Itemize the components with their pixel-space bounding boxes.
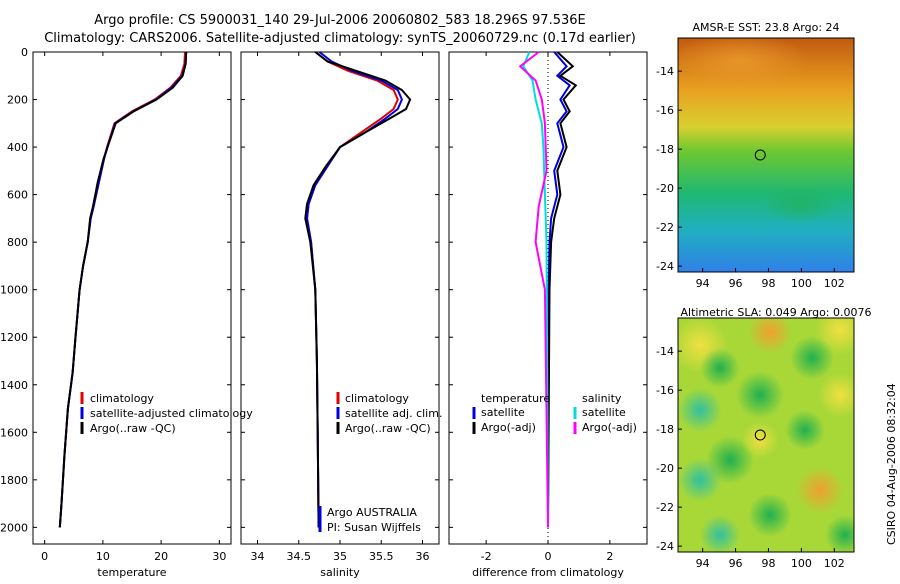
y-tick-label: 1000 (0, 284, 28, 297)
series-line (547, 51, 578, 528)
annotation-pi: PI: Susan Wijffels (327, 521, 421, 534)
y-tick-label: -14 (656, 65, 674, 78)
y-tick-label: -18 (656, 143, 674, 156)
x-axis-label: difference from climatology (472, 566, 624, 579)
y-tick-label: -16 (656, 104, 674, 117)
x-tick-label: -2 (481, 550, 492, 563)
y-tick-label: -20 (656, 182, 674, 195)
y-tick-label: 1600 (0, 426, 28, 439)
salinity-plot-frame (240, 51, 440, 545)
argo-location-marker (754, 429, 766, 441)
x-tick-label: 34 (251, 550, 265, 563)
sst-map (678, 38, 854, 272)
series-line (304, 51, 412, 528)
sst-warm-patch (678, 38, 810, 88)
series-line (58, 51, 186, 528)
legend-heading-temperature: temperature (481, 392, 550, 405)
annotation-argo-australia: Argo AUSTRALIA (327, 506, 417, 519)
temperature-legend: climatology satellite-adjusted climatolo… (80, 392, 253, 435)
argo-location-marker (754, 149, 766, 161)
sla-map-frame (677, 317, 855, 553)
legend-label-climatology: climatology (345, 392, 409, 405)
y-tick-label: 0 (21, 46, 28, 59)
sla-map-axes: 94 96 98 100 102 -14 -16 -18 -20 -22 -24 (656, 345, 845, 570)
series-line (58, 51, 188, 528)
y-tick-label: 1400 (0, 379, 28, 392)
legend-label-temp-satellite: satellite (481, 406, 525, 419)
x-tick-label: 102 (824, 277, 845, 290)
x-tick-label: 98 (761, 277, 775, 290)
difference-legend: temperature satellite Argo(-adj) salinit… (472, 392, 637, 434)
x-tick-label: 100 (791, 277, 812, 290)
series-line (547, 51, 572, 528)
y-tick-label: 600 (7, 189, 28, 202)
y-tick-label: -24 (656, 540, 674, 553)
legend-heading-salinity: salinity (582, 392, 622, 405)
temperature-plot-frame (32, 51, 232, 545)
y-tick-label: -18 (656, 423, 674, 436)
x-tick-label: 2 (606, 550, 613, 563)
legend-label-climatology: climatology (90, 392, 154, 405)
x-axis-label: temperature (97, 566, 166, 579)
y-tick-label: -24 (656, 260, 674, 273)
x-tick-label: 30 (212, 550, 226, 563)
legend-label-satellite: satellite-adjusted climatology (90, 407, 253, 420)
series-line (518, 51, 549, 528)
salinity-plot: 34 34.5 35 35.5 36 salinity (241, 51, 439, 579)
x-tick-label: 94 (696, 277, 710, 290)
legend-label-argo: Argo(..raw -QC) (90, 422, 176, 435)
y-tick-label: 1800 (0, 474, 28, 487)
x-tick-label: 98 (761, 557, 775, 570)
x-tick-label: 20 (154, 550, 168, 563)
x-axis-label: salinity (320, 566, 360, 579)
y-tick-label: 400 (7, 141, 28, 154)
credit-text: CSIRO 04-Aug-2006 08:32:04 (885, 383, 898, 545)
sst-map-axes: 94 96 98 100 102 -14 -16 -18 -20 -22 -24 (656, 65, 845, 290)
legend-label-argo: Argo(..raw -QC) (345, 422, 431, 435)
y-tick-label: -14 (656, 345, 674, 358)
header-line-1: Argo profile: CS 5900031_140 29-Jul-2006… (94, 13, 585, 28)
y-tick-label: 200 (7, 94, 28, 107)
y-tick-label: 800 (7, 236, 28, 249)
series-line (305, 51, 399, 528)
x-tick-label: 36 (416, 550, 430, 563)
sst-map-frame (677, 37, 855, 273)
x-tick-label: 35.5 (369, 550, 394, 563)
sst-map-title: AMSR-E SST: 23.8 Argo: 24 (692, 21, 839, 34)
x-tick-label: 96 (729, 277, 743, 290)
difference-plot: -2 0 2 difference from climatology (449, 51, 647, 579)
y-tick-label: -20 (656, 462, 674, 475)
sst-green-tongue (760, 187, 840, 223)
legend-label-sal-argo: Argo(-adj) (582, 421, 637, 434)
x-tick-label: 0 (545, 550, 552, 563)
legend-label-temp-argo: Argo(-adj) (481, 421, 536, 434)
y-tick-label: -22 (656, 221, 674, 234)
series-line (305, 51, 403, 528)
legend-label-satellite: satellite adj. clim. (345, 407, 442, 420)
y-tick-label: 1200 (0, 331, 28, 344)
sla-map (678, 318, 854, 552)
x-tick-label: 0 (41, 550, 48, 563)
x-tick-label: 94 (696, 557, 710, 570)
x-tick-label: 96 (729, 557, 743, 570)
y-tick-label: 2000 (0, 521, 28, 534)
x-tick-label: 10 (96, 550, 110, 563)
y-tick-label: -16 (656, 384, 674, 397)
header-line-2: Climatology: CARS2006. Satellite-adjuste… (44, 31, 636, 46)
x-tick-label: 34.5 (287, 550, 312, 563)
salinity-legend: climatology satellite adj. clim. Argo(..… (318, 392, 442, 534)
x-tick-label: 100 (791, 557, 812, 570)
y-tick-label: -22 (656, 501, 674, 514)
legend-label-sal-satellite: satellite (582, 406, 626, 419)
x-tick-label: 35 (333, 550, 347, 563)
sla-map-title: Altimetric SLA: 0.049 Argo: 0.0076 (680, 306, 871, 319)
x-tick-label: 102 (824, 557, 845, 570)
temperature-plot: 0 10 20 30 0 200 400 600 800 1000 1200 1400 1600 1800… (0, 46, 231, 579)
